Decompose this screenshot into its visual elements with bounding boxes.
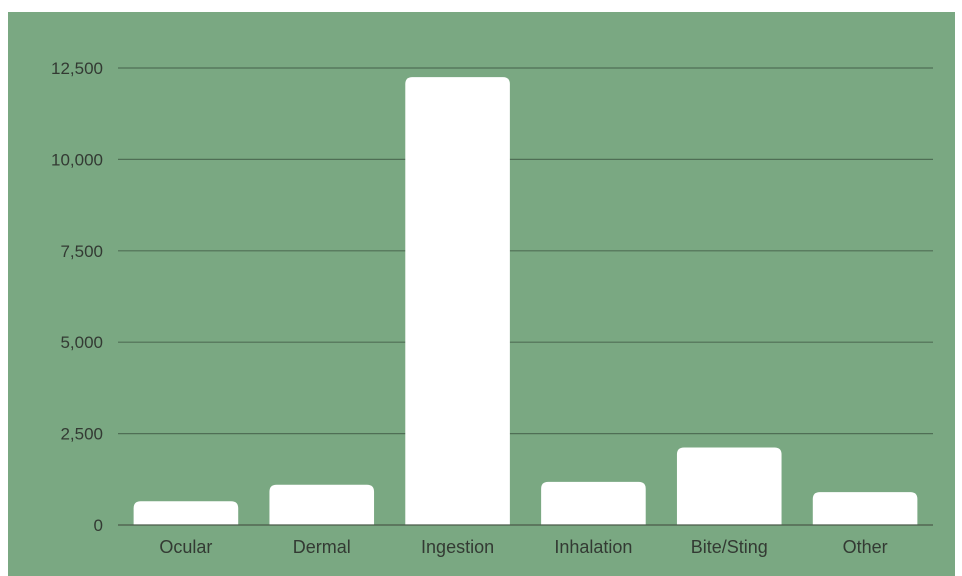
bar-ocular (133, 501, 239, 525)
bar-dermal (269, 484, 375, 525)
x-tick-label: Inhalation (554, 537, 632, 557)
y-tick-label: 10,000 (51, 150, 103, 169)
x-tick-label: Ingestion (421, 537, 494, 557)
gridlines (118, 67, 933, 435)
bars (133, 77, 918, 525)
x-tick-label: Bite/Sting (691, 537, 768, 557)
x-tick-label: Other (843, 537, 888, 557)
bar-bite-sting (676, 447, 782, 525)
y-tick-label: 12,500 (51, 59, 103, 78)
y-axis-ticks: 0 2,500 5,000 7,500 10,000 12,500 (51, 59, 103, 535)
bar-inhalation (541, 481, 646, 525)
chart-frame: 0 2,500 5,000 7,500 10,000 12,500 Ocular Derma… (8, 12, 955, 576)
bar-ingestion (405, 77, 510, 525)
y-tick-label: 7,500 (60, 242, 103, 261)
x-tick-label: Dermal (293, 537, 351, 557)
y-tick-label: 2,500 (60, 425, 103, 444)
x-tick-label: Ocular (159, 537, 212, 557)
bar-other (812, 492, 918, 525)
x-axis-labels: Ocular Dermal Ingestion Inhalation Bite/Stin… (159, 537, 887, 557)
y-tick-label: 5,000 (60, 333, 103, 352)
bar-chart: 0 2,500 5,000 7,500 10,000 12,500 Ocular Derma… (51, 59, 933, 557)
y-tick-label: 0 (94, 516, 103, 535)
